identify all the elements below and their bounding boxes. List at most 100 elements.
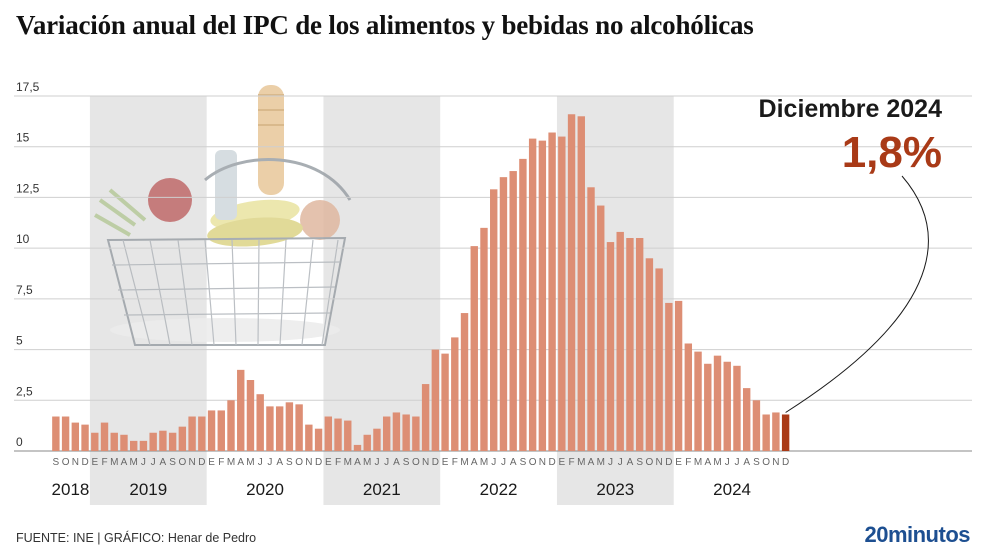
y-tick-label: 10 (16, 232, 30, 246)
bar (674, 300, 683, 451)
bar (149, 432, 157, 451)
month-tick: A (510, 457, 517, 468)
year-bands (89, 96, 674, 505)
bar (61, 416, 70, 451)
month-tick: J (267, 457, 272, 468)
month-tick: A (471, 457, 478, 468)
month-tick: O (529, 457, 537, 468)
month-tick: D (432, 457, 439, 468)
month-tick: D (782, 457, 789, 468)
bar (635, 238, 644, 451)
month-tick: N (188, 457, 195, 468)
month-tick: M (363, 457, 371, 468)
month-tick: F (335, 457, 341, 468)
bar (421, 384, 430, 451)
bar (139, 440, 148, 451)
bar (81, 424, 89, 451)
bar (353, 444, 362, 451)
month-tick: J (151, 457, 156, 468)
bar (382, 416, 391, 451)
bar (159, 430, 167, 451)
month-tick: M (577, 457, 585, 468)
month-tick: N (305, 457, 312, 468)
bar (451, 337, 459, 451)
bar (363, 434, 371, 451)
month-tick: J (384, 457, 389, 468)
y-tick-label: 2,5 (16, 384, 33, 398)
bar (305, 424, 313, 451)
month-tick: E (208, 457, 215, 468)
bar (684, 343, 693, 451)
month-tick: N (656, 457, 663, 468)
month-tick: M (460, 457, 468, 468)
month-tick: S (753, 457, 760, 468)
month-tick: O (62, 457, 70, 468)
month-tick: S (403, 457, 410, 468)
month-tick: D (548, 457, 555, 468)
bar (266, 406, 274, 451)
bar (285, 402, 294, 451)
bar (412, 416, 420, 451)
month-tick: A (276, 457, 283, 468)
year-band (323, 96, 441, 505)
month-tick: E (91, 457, 98, 468)
year-label: 2021 (363, 480, 401, 499)
bar (344, 420, 352, 451)
month-tick: J (725, 457, 730, 468)
bar (431, 349, 440, 451)
month-tick: E (675, 457, 682, 468)
bar (567, 114, 576, 451)
month-tick: J (258, 457, 263, 468)
month-tick: A (588, 457, 595, 468)
year-band (89, 96, 207, 505)
bar (742, 388, 751, 451)
bar (528, 138, 537, 451)
bar (402, 414, 410, 451)
bar (762, 414, 770, 451)
bar (577, 116, 585, 452)
bar (509, 171, 517, 452)
bar (441, 353, 449, 451)
bar (373, 428, 381, 451)
month-tick: O (178, 457, 186, 468)
year-band (556, 96, 674, 505)
y-axis-ticks: 0 2,5 5 7,5 10 12,5 15 17,5 (16, 80, 40, 449)
bar (120, 434, 128, 451)
month-tick: M (227, 457, 235, 468)
year-label: 2022 (480, 480, 518, 499)
month-tick: D (81, 457, 88, 468)
month-tick: M (246, 457, 254, 468)
bar (295, 404, 303, 451)
bar (499, 177, 508, 451)
bar (275, 406, 284, 451)
bar (392, 412, 401, 451)
bar (246, 380, 255, 451)
month-tick: M (480, 457, 488, 468)
month-tick: O (295, 457, 303, 468)
bar (334, 418, 342, 451)
bar (606, 242, 615, 451)
y-tick-label: 12,5 (16, 181, 40, 195)
bar (130, 440, 138, 451)
bar (733, 365, 741, 451)
bar (91, 432, 99, 451)
year-labels: 2018 2019 2020 2021 2022 2023 2024 (52, 480, 751, 499)
month-tick: S (286, 457, 293, 468)
bar (71, 422, 80, 451)
month-tick: D (198, 457, 205, 468)
month-tick: F (218, 457, 224, 468)
bar (519, 158, 527, 451)
month-tick: N (72, 457, 79, 468)
bar (772, 412, 780, 451)
month-tick: S (636, 457, 643, 468)
bar (558, 136, 566, 452)
bar (548, 132, 556, 451)
y-tick-label: 15 (16, 131, 30, 145)
bar (694, 351, 702, 451)
month-tick: M (130, 457, 138, 468)
month-tick: S (53, 457, 60, 468)
callout-label: Diciembre 2024 (758, 95, 942, 123)
bar (587, 187, 595, 452)
callout-value: 1,8% (841, 128, 942, 177)
